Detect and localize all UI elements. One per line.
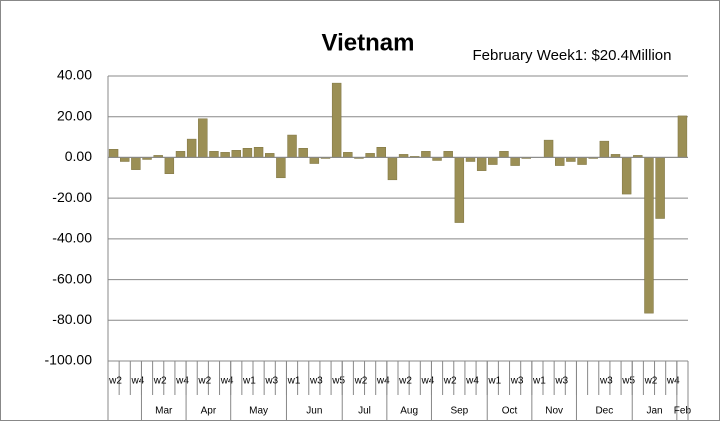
month-label: Aug <box>400 406 418 417</box>
x-tick-label: w2 <box>443 376 457 387</box>
bar <box>566 157 576 162</box>
bar <box>120 157 130 162</box>
x-tick-label: w4 <box>130 376 144 387</box>
x-tick-label: w4 <box>465 376 479 387</box>
bar <box>443 151 453 158</box>
y-tick-label: 40.00 <box>57 67 92 83</box>
bar <box>599 140 610 158</box>
month-label: Sep <box>450 406 468 417</box>
bar <box>677 115 688 158</box>
bar <box>510 157 520 166</box>
bar <box>454 157 465 223</box>
bar <box>577 157 587 165</box>
month-label: Jul <box>358 406 371 417</box>
chart-title: Vietnam <box>322 29 415 56</box>
month-label: Dec <box>595 406 613 417</box>
bar <box>376 147 386 158</box>
x-tick-label: w5 <box>621 376 635 387</box>
bar <box>131 157 141 170</box>
x-tick-label: w2 <box>108 376 122 387</box>
x-tick-label: w2 <box>644 376 658 387</box>
x-tick-label: w3 <box>264 376 278 387</box>
x-tick-label: w3 <box>599 376 613 387</box>
bar <box>175 151 186 158</box>
bar <box>488 157 498 165</box>
bar <box>387 157 398 181</box>
month-label: Jun <box>306 406 322 417</box>
bar <box>298 148 308 158</box>
bar <box>242 148 253 158</box>
month-label: May <box>249 406 268 417</box>
bar <box>231 150 241 158</box>
y-tick-label: 20.00 <box>57 107 92 123</box>
x-tick-label: w4 <box>420 376 434 387</box>
bar <box>186 138 197 158</box>
bar <box>253 147 264 158</box>
y-tick-label: 0.00 <box>65 148 92 164</box>
month-label: Jan <box>646 406 662 417</box>
month-label: Apr <box>201 406 217 417</box>
y-tick-label: -40.00 <box>52 230 92 246</box>
bar <box>621 157 632 195</box>
bar <box>164 157 175 174</box>
x-tick-label: w1 <box>287 376 301 387</box>
bar <box>365 153 375 158</box>
x-tick-label: w4 <box>376 376 390 387</box>
bar <box>209 151 219 158</box>
bar <box>276 157 286 179</box>
bar <box>465 157 476 162</box>
bar <box>499 151 509 158</box>
bar <box>309 157 320 164</box>
month-label: Oct <box>502 406 518 417</box>
bar <box>644 157 654 314</box>
x-tick-label: w4 <box>220 376 234 387</box>
x-tick-label: w5 <box>331 376 345 387</box>
bar <box>220 152 230 158</box>
month-label: Mar <box>155 406 173 417</box>
month-label: Nov <box>545 406 563 417</box>
bar <box>421 151 431 158</box>
bar <box>108 149 119 158</box>
bar <box>265 153 275 158</box>
x-tick-label: w2 <box>153 376 167 387</box>
x-tick-label: w2 <box>398 376 412 387</box>
bar <box>543 139 554 158</box>
x-tick-label: w1 <box>487 376 501 387</box>
bar <box>287 134 297 158</box>
y-tick-label: -100.00 <box>45 352 93 368</box>
x-tick-label: w1 <box>532 376 546 387</box>
x-tick-label: w3 <box>309 376 323 387</box>
y-tick-label: -60.00 <box>52 270 92 286</box>
x-tick-label: w2 <box>354 376 368 387</box>
x-tick-label: w2 <box>197 376 211 387</box>
x-tick-label: w1 <box>242 376 256 387</box>
bar <box>555 157 565 166</box>
annotation: February Week1: $20.4Million <box>473 47 672 64</box>
bar <box>198 118 208 158</box>
x-tick-label: w3 <box>510 376 524 387</box>
y-tick-label: -20.00 <box>52 189 92 205</box>
bar <box>655 157 665 219</box>
x-tick-label: w3 <box>554 376 568 387</box>
bar <box>476 157 487 171</box>
x-tick-label: w4 <box>175 376 189 387</box>
month-label: Feb <box>674 406 692 417</box>
x-tick-label: w4 <box>666 376 680 387</box>
y-tick-label: -80.00 <box>52 311 92 327</box>
bar <box>331 82 342 158</box>
bar <box>343 152 353 158</box>
